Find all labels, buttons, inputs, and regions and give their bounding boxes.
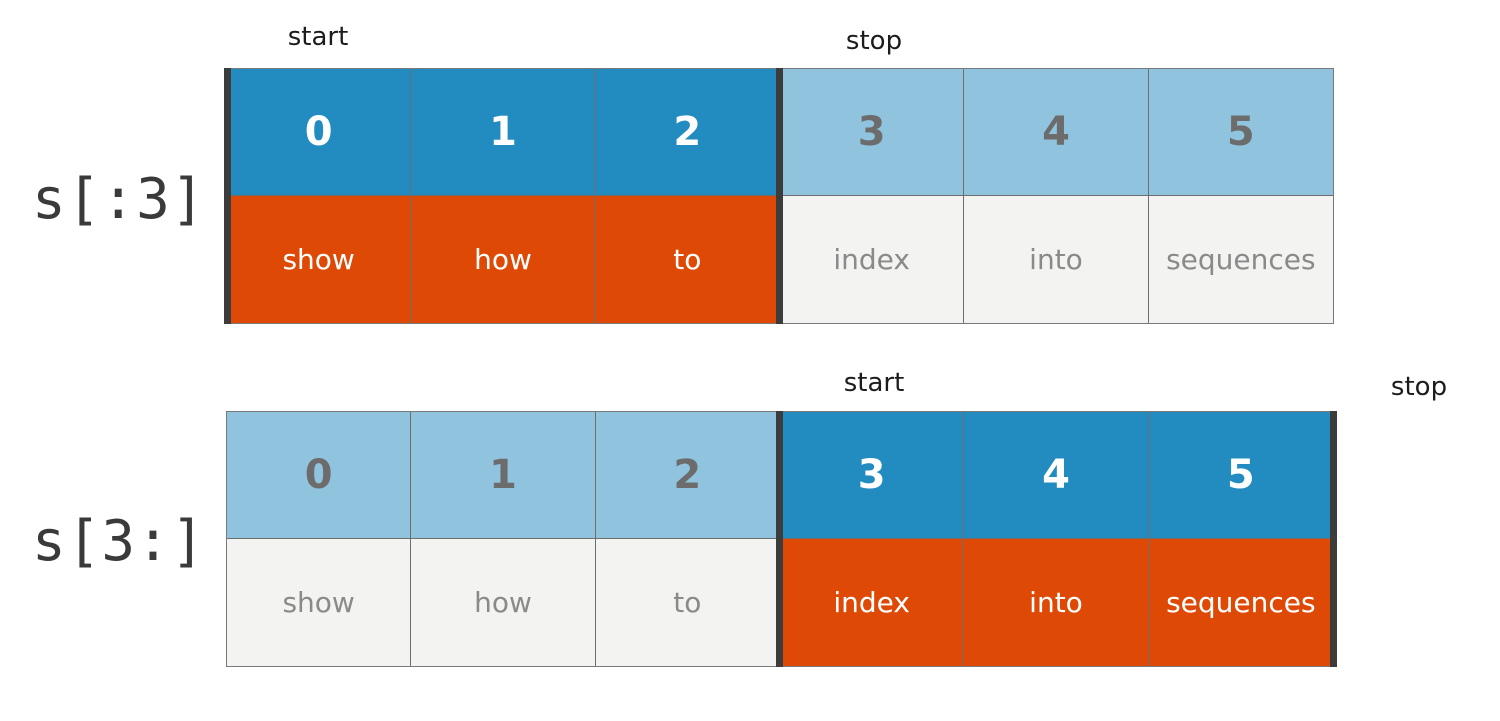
stop-label-2: stop (1390, 372, 1448, 402)
index-cell: 3 (779, 412, 965, 539)
index-cell: 0 (227, 69, 412, 196)
index-cell: 1 (411, 69, 596, 196)
start-label-1: start (287, 22, 349, 52)
stop-boundary-bar-1 (776, 68, 783, 324)
word-cell: show (227, 539, 412, 666)
index-cell: 4 (964, 69, 1149, 196)
word-cell: show (227, 196, 412, 323)
word-cell: into (964, 539, 1149, 666)
start-boundary-bar-2 (776, 411, 783, 667)
word-cell: sequences (1148, 196, 1333, 323)
index-cell: 4 (964, 412, 1149, 539)
word-cell: index (779, 196, 965, 323)
stop-boundary-bar-2 (1330, 411, 1337, 667)
start-boundary-bar-1 (224, 68, 231, 324)
index-cell: 2 (595, 412, 780, 539)
index-cell: 0 (227, 412, 412, 539)
sequence-grid-1: 0 1 2 3 4 5 show how to index into seque… (226, 68, 1334, 324)
word-cell: how (411, 539, 596, 666)
index-cell: 5 (1148, 69, 1333, 196)
index-cell: 2 (595, 69, 780, 196)
slice-expression-2: s[3:] (32, 509, 206, 574)
slice-expression-1: s[:3] (32, 167, 206, 232)
index-cell: 5 (1148, 412, 1333, 539)
sequence-grid-2: 0 1 2 3 4 5 show how to index into seque… (226, 411, 1334, 667)
word-cell: sequences (1148, 539, 1333, 666)
stop-label-1: stop (845, 26, 903, 56)
index-cell: 3 (779, 69, 965, 196)
word-cell: to (595, 196, 780, 323)
word-cell: how (411, 196, 596, 323)
word-cell: into (964, 196, 1149, 323)
start-label-2: start (843, 368, 905, 398)
word-cell: index (779, 539, 965, 666)
word-cell: to (595, 539, 780, 666)
index-cell: 1 (411, 412, 596, 539)
